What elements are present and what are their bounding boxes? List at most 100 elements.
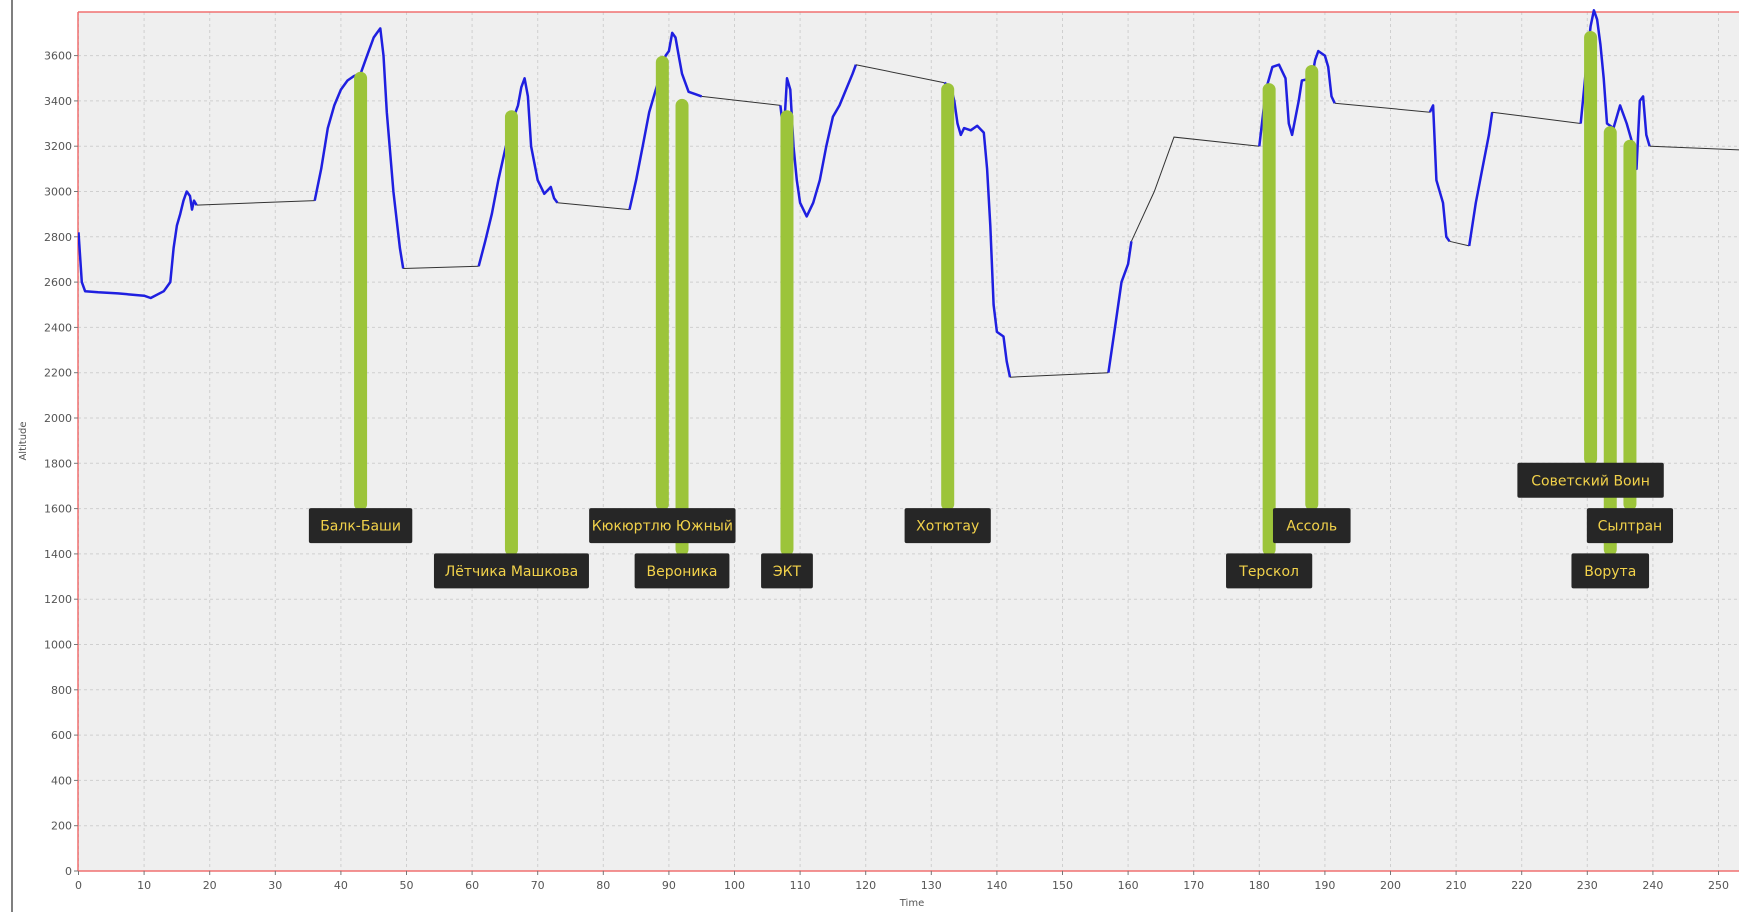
pass-label-box: [308, 508, 413, 544]
y-tick-label: 2200: [44, 367, 72, 380]
series-track-line: [313, 27, 405, 269]
x-tick-label: 200: [1380, 879, 1401, 892]
series-track-line: [1258, 49, 1336, 147]
series-track-line: [628, 31, 703, 210]
series-track-line: [943, 81, 1012, 378]
series-gap-line: [1334, 102, 1430, 113]
y-tick-label: 800: [51, 684, 72, 697]
y-tick-label: 200: [51, 820, 72, 833]
plot-area: [78, 12, 1739, 871]
series-track-line: [779, 64, 858, 218]
x-tick-label: 80: [596, 879, 610, 892]
pass-label-box: [1517, 462, 1664, 498]
pass-label-text: Лётчика Машкова: [445, 564, 578, 580]
y-axis-title: Altitude: [18, 421, 29, 460]
y-tick-label: 1400: [44, 548, 72, 561]
y-tick-label: 400: [51, 774, 72, 787]
x-tick-label: 230: [1577, 879, 1598, 892]
y-tick-label: 1200: [44, 593, 72, 606]
y-tick-label: 1600: [44, 503, 72, 516]
series-gap-line: [1492, 111, 1581, 124]
pass-label-text: Кюкюртлю Южный: [592, 519, 733, 535]
x-tick-label: 10: [137, 879, 151, 892]
series-track-line: [1428, 104, 1451, 243]
y-tick-label: 2400: [44, 321, 72, 334]
pass-label: Терскол: [1226, 553, 1313, 589]
x-tick-label: 190: [1314, 879, 1335, 892]
x-tick-label: 210: [1446, 879, 1467, 892]
pass-label: Сылтран: [1586, 508, 1674, 544]
pass-label-text: ЭКТ: [773, 564, 802, 580]
pass-label: Советский Воин: [1517, 462, 1664, 498]
pass-label: Ворута: [1571, 553, 1650, 589]
pass-label: Лётчика Машкова: [433, 553, 589, 589]
series-gap-line: [1649, 145, 1739, 151]
pass-label-box: [589, 508, 736, 544]
series-track-line: [477, 77, 559, 267]
pass-label-box: [1571, 553, 1650, 589]
x-tick-label: 0: [75, 879, 82, 892]
series-gap-line: [403, 265, 479, 269]
y-tick-label: 1000: [44, 639, 72, 652]
series-track-line: [1107, 241, 1133, 373]
y-tick-label: 2000: [44, 412, 72, 425]
x-axis-title: Time: [899, 898, 924, 909]
series-gap-line: [1009, 372, 1109, 378]
pass-label-text: Балк-Баши: [320, 519, 401, 535]
x-tick-label: 150: [1052, 879, 1073, 892]
x-tick-label: 130: [921, 879, 942, 892]
x-axis: 0 10 20 30 40 50 60 70 80 90 100 110 120 130 140 150 160…: [75, 871, 1729, 892]
plot-frame: [77, 11, 1739, 872]
pass-label-box: [433, 553, 589, 589]
pass-label-box: [1586, 508, 1674, 544]
x-tick-label: 100: [724, 879, 745, 892]
y-tick-label: 2600: [44, 276, 72, 289]
x-tick-label: 70: [531, 879, 545, 892]
x-tick-label: 30: [268, 879, 282, 892]
x-tick-label: 110: [790, 879, 811, 892]
y-tick-label: 0: [65, 865, 72, 878]
pass-label-box: [1272, 508, 1351, 544]
x-tick-label: 50: [400, 879, 414, 892]
y-tick-label: 3600: [44, 50, 72, 63]
x-tick-label: 120: [855, 879, 876, 892]
y-tick-label: 3400: [44, 95, 72, 108]
pass-label: Вероника: [634, 553, 730, 589]
y-axis: 0 200 400 600 800 1000 1200 1400 1600 1800 2000 220…: [44, 50, 78, 878]
y-tick-label: 1800: [44, 457, 72, 470]
series-gap-line: [701, 95, 781, 106]
x-tick-label: 160: [1118, 879, 1139, 892]
x-tick-label: 220: [1511, 879, 1532, 892]
pass-label-text: Ворута: [1584, 564, 1636, 580]
pass-label-box: [1226, 553, 1313, 589]
pass-label-box: [634, 553, 730, 589]
y-tick-label: 3200: [44, 140, 72, 153]
pass-label-text: Вероника: [647, 564, 718, 580]
pass-label: Хотютау: [904, 508, 991, 544]
x-tick-label: 90: [662, 879, 676, 892]
series-gap-line: [557, 202, 630, 211]
x-tick-label: 180: [1249, 879, 1270, 892]
series-track-line: [78, 190, 198, 300]
x-tick-label: 40: [334, 879, 348, 892]
x-tick-label: 60: [465, 879, 479, 892]
pass-label: Балк-Баши: [308, 508, 413, 544]
pass-label: ЭКТ: [761, 553, 813, 589]
pass-label-text: Терскол: [1238, 564, 1299, 580]
y-tick-label: 600: [51, 729, 72, 742]
pass-label-text: Советский Воин: [1531, 473, 1650, 489]
pass-label-text: Хотютау: [916, 519, 979, 535]
x-tick-label: 170: [1183, 879, 1204, 892]
series-gap-line: [1130, 136, 1260, 242]
pass-label-box: [761, 553, 813, 589]
series-gap-line: [196, 200, 315, 206]
pass-label-text: Ассоль: [1286, 519, 1337, 535]
pass-labels: Балк-Баши Лётчика Машкова Кюкюртлю Южный Ве…: [308, 462, 1674, 589]
y-tick-label: 2800: [44, 231, 72, 244]
series-gap-line: [1449, 240, 1470, 247]
pass-label-text: Сылтран: [1598, 519, 1663, 535]
series-gap-line: [855, 64, 945, 84]
x-tick-label: 20: [203, 879, 217, 892]
pass-label: Ассоль: [1272, 508, 1351, 544]
